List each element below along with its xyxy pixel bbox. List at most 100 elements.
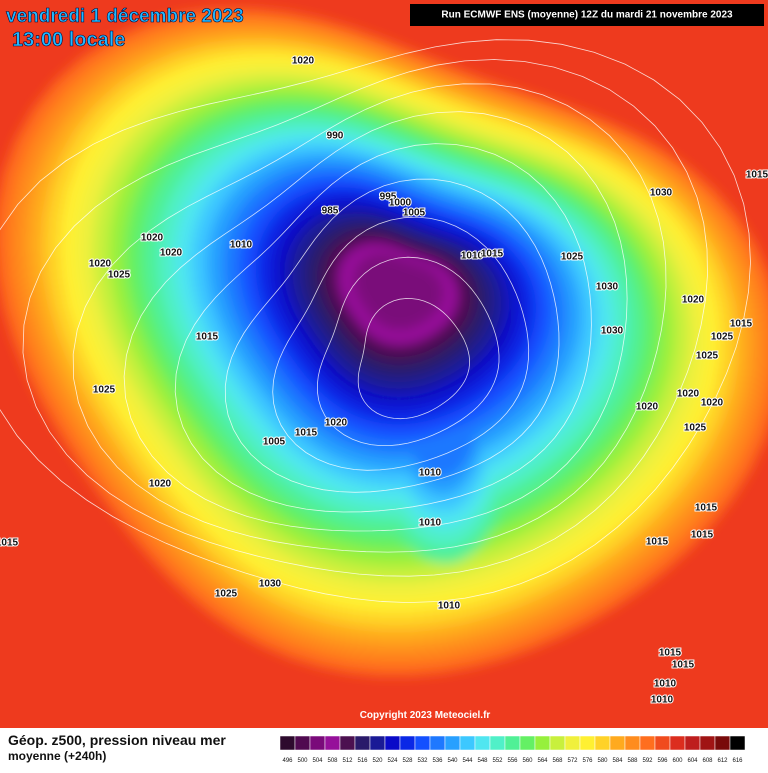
date-title: vendredi 1 décembre 2023 <box>6 6 244 27</box>
isobar-label: 1000 <box>389 198 412 209</box>
isobar-label: 1020 <box>89 259 112 270</box>
color-swatch <box>429 735 446 751</box>
isobar-line <box>357 298 471 420</box>
isobar-line <box>72 83 667 553</box>
footer-subtitle: moyenne (+240h) <box>8 749 106 763</box>
color-scale: 496 500 504 508 512 516 520 524 528 532 536 540 544 5… <box>279 735 746 764</box>
isobar-label: 1010 <box>461 251 484 262</box>
scale-label: 600 <box>672 758 683 764</box>
isobar-line <box>0 39 751 604</box>
scale-label: 500 <box>297 758 308 764</box>
isobar-label: 1005 <box>263 437 286 448</box>
isobar-label: 1030 <box>259 579 282 590</box>
color-swatch <box>489 735 506 751</box>
color-swatch <box>549 735 566 751</box>
isobar-label: 1005 <box>403 208 426 219</box>
color-swatch <box>399 735 416 751</box>
isobar-label: 1010 <box>651 695 674 706</box>
isobar-label: 995 <box>380 192 397 203</box>
color-swatch <box>444 735 461 751</box>
scale-label: 536 <box>432 758 443 764</box>
copyright: Copyright 2023 Meteociel.fr <box>360 710 491 721</box>
scale-label: 548 <box>477 758 488 764</box>
isobar-label: 1020 <box>701 398 724 409</box>
scale-label: 552 <box>492 758 503 764</box>
scale-label: 508 <box>327 758 338 764</box>
scale-label: 616 <box>732 758 743 764</box>
color-swatch <box>624 735 641 751</box>
isobar-label: 1010 <box>230 240 253 251</box>
color-swatch <box>339 735 356 751</box>
isobar-line <box>224 178 560 493</box>
isobar-label: 1025 <box>215 589 238 600</box>
scale-label: 580 <box>597 758 608 764</box>
color-swatch <box>669 735 686 751</box>
color-swatch <box>294 735 311 751</box>
color-swatch <box>504 735 521 751</box>
isobar-label: 1010 <box>438 601 461 612</box>
isobar-label: 1015 <box>659 648 682 659</box>
scale-label: 544 <box>462 758 473 764</box>
isobar-label: 1030 <box>596 282 619 293</box>
scale-label: 608 <box>702 758 713 764</box>
isobar-line <box>123 111 628 532</box>
color-swatch <box>534 735 551 751</box>
isobar-label: 985 <box>322 206 339 217</box>
isobar-label: 1020 <box>292 56 315 67</box>
color-swatch <box>714 735 731 751</box>
scale-label: 604 <box>687 758 698 764</box>
isobar-label: 1020 <box>677 389 700 400</box>
scale-label: 572 <box>567 758 578 764</box>
color-swatch <box>474 735 491 751</box>
isobar-label: 1020 <box>325 418 348 429</box>
isobar-label: 1030 <box>601 326 624 337</box>
color-swatch <box>579 735 596 751</box>
color-swatch <box>324 735 341 751</box>
height-band <box>353 253 444 330</box>
color-swatch <box>729 735 746 751</box>
color-swatch <box>459 735 476 751</box>
isobar-label: 1020 <box>636 402 659 413</box>
isobar-label: 1015 <box>730 319 753 330</box>
color-swatch <box>309 735 326 751</box>
scale-label: 512 <box>342 758 353 764</box>
isobar-label: 1025 <box>93 385 116 396</box>
scale-label: 496 <box>282 758 293 764</box>
color-swatch <box>609 735 626 751</box>
color-swatch <box>594 735 611 751</box>
color-swatch <box>519 735 536 751</box>
isobar-label: 1015 <box>0 538 19 549</box>
scale-label: 612 <box>717 758 728 764</box>
scale-label: 524 <box>387 758 398 764</box>
scale-label: 520 <box>372 758 383 764</box>
isobar-label: 1025 <box>684 423 707 434</box>
isobar-label: 1025 <box>711 332 734 343</box>
run-info: Run ECMWF ENS (moyenne) 12Z du mardi 21 … <box>441 10 733 21</box>
isobar-label: 1015 <box>672 660 695 671</box>
isobar-label: 1030 <box>650 188 673 199</box>
scale-label: 556 <box>507 758 518 764</box>
isobar-label: 1015 <box>695 503 718 514</box>
isobar-label: 1015 <box>295 428 318 439</box>
isobar-label: 990 <box>327 131 344 142</box>
isobar-label: 1015 <box>746 170 768 181</box>
local-time: 13:00 locale <box>12 29 125 51</box>
isobar-label: 1025 <box>561 252 584 263</box>
isobar-label: 1025 <box>108 270 131 281</box>
isobar-label: 1015 <box>481 249 504 260</box>
color-swatch <box>564 735 581 751</box>
isobar-label: 1020 <box>160 248 183 259</box>
isobar-label: 1015 <box>196 332 219 343</box>
isobar-label: 1010 <box>419 518 442 529</box>
scale-label: 516 <box>357 758 368 764</box>
isobar-label: 1015 <box>691 530 714 541</box>
scale-label: 584 <box>612 758 623 764</box>
color-swatch <box>279 735 296 751</box>
isobars <box>0 39 751 604</box>
isobar-label: 1020 <box>149 479 172 490</box>
color-swatch <box>699 735 716 751</box>
isobar-label: 1015 <box>646 537 669 548</box>
scale-label: 596 <box>657 758 668 764</box>
scale-label: 568 <box>552 758 563 764</box>
